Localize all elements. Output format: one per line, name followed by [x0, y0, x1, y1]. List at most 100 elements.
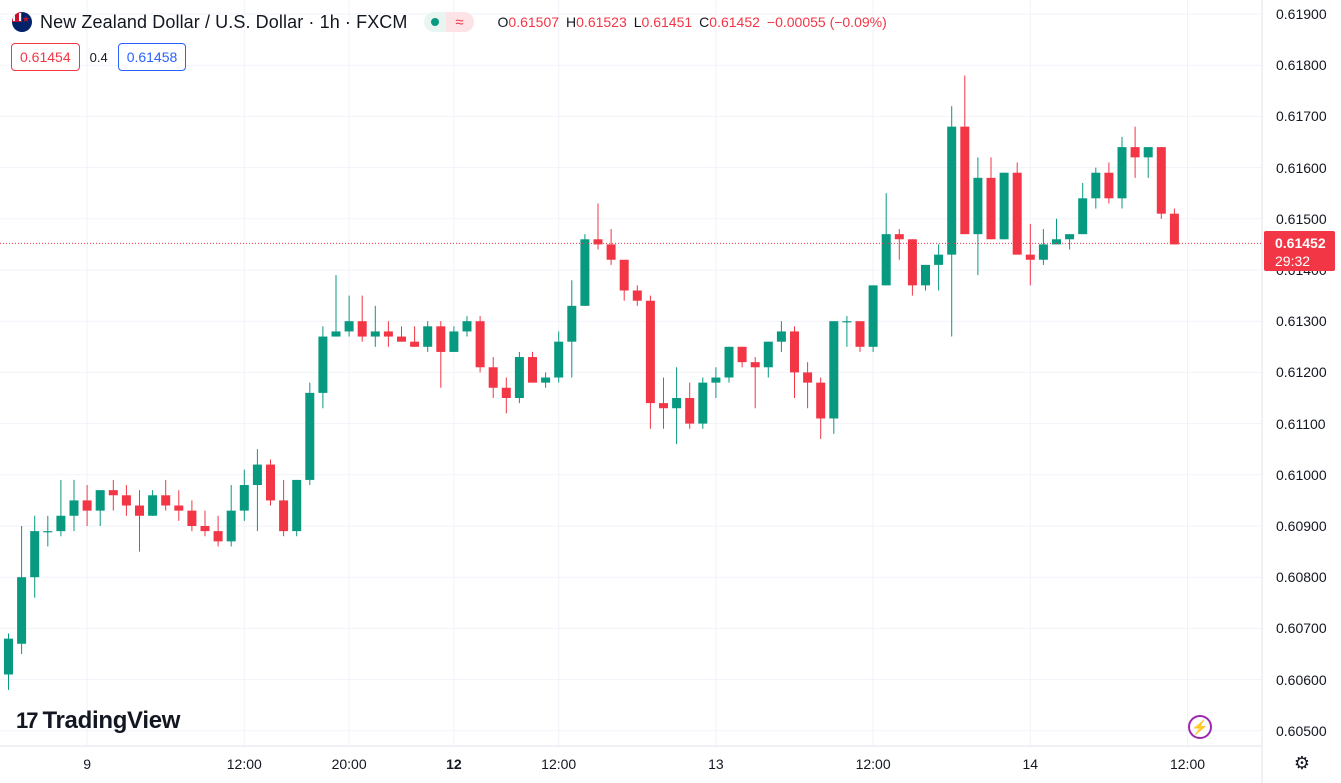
candle-body [973, 177, 983, 235]
candle-up [973, 157, 983, 276]
symbol-title[interactable]: New Zealand Dollar / U.S. Dollar · 1h · … [40, 11, 408, 32]
candle-up [881, 193, 891, 286]
candle-down [894, 229, 904, 260]
candle-body [108, 490, 118, 496]
candle-body [1052, 239, 1061, 245]
candle-up [947, 106, 957, 337]
candle-down [619, 259, 629, 301]
candle-up [226, 485, 236, 547]
candle-body [239, 485, 249, 511]
candle-up [934, 244, 944, 291]
candle-down [266, 459, 275, 506]
candle-up [69, 479, 79, 532]
candle-body [593, 239, 603, 245]
candle-body [632, 290, 642, 301]
candle-body [200, 526, 210, 532]
spread-value: 0.4 [89, 49, 108, 65]
candle-body [1143, 147, 1153, 158]
candle-up [4, 633, 13, 690]
price-tick-label: 0.61600 [1276, 159, 1327, 176]
chart-header: ★ New Zealand Dollar / U.S. Dollar · 1h … [12, 10, 887, 34]
low-value: 0.61451 [641, 14, 693, 30]
candle-up [56, 479, 66, 537]
candle-down [174, 490, 184, 521]
candle-body [960, 126, 970, 235]
candle-down [737, 346, 747, 368]
candle-body [619, 259, 629, 291]
candle-body [266, 464, 275, 501]
candle-body [292, 479, 302, 532]
candle-body [855, 321, 865, 347]
candle-up [1052, 218, 1061, 245]
tradingview-logo[interactable]: 17 TradingView [16, 707, 180, 735]
candle-body [659, 403, 668, 409]
last-price-value: 0.61452 [1275, 235, 1326, 251]
candle-down [501, 377, 511, 414]
candle-body [541, 377, 551, 383]
candle-up [1143, 147, 1153, 178]
candle-body [1156, 147, 1166, 214]
candle-body [1130, 147, 1140, 158]
candle-body [187, 510, 197, 526]
buy-button[interactable]: 0.61458 [117, 43, 187, 71]
candle-body [829, 321, 839, 419]
candle-body [174, 505, 184, 511]
candle-body [252, 464, 262, 486]
high-value: 0.61523 [576, 14, 627, 30]
candle-down [436, 321, 446, 388]
candle-up [449, 326, 459, 352]
candle-body [449, 331, 459, 352]
candle-down [855, 321, 865, 352]
candle-up [829, 321, 839, 434]
candle-body [488, 367, 498, 388]
candle-body [711, 377, 721, 383]
flash-icon[interactable]: ⚡ [1188, 715, 1212, 739]
close-value: 0.61452 [709, 14, 760, 30]
candle-down [685, 382, 695, 429]
price-tick-label: 0.60800 [1276, 569, 1327, 586]
price-tick-label: 0.61000 [1276, 466, 1327, 483]
candle-up [239, 469, 249, 521]
market-status-pill[interactable]: ≈ [423, 12, 474, 32]
time-tick-label: 12 [446, 756, 462, 772]
candle-up [763, 341, 773, 378]
candle-down [135, 490, 144, 552]
candle-up [698, 377, 708, 429]
candle-up [1117, 136, 1127, 209]
tradingview-mark-icon: 17 [16, 708, 39, 733]
candle-body [4, 638, 13, 675]
candle-body [999, 172, 1009, 240]
candle-body [737, 346, 747, 363]
candle-body [685, 398, 695, 424]
candle-body [213, 531, 223, 542]
candle-body [816, 382, 826, 419]
price-tick-label: 0.60900 [1276, 518, 1327, 534]
candle-body [1025, 254, 1035, 260]
candle-body [986, 177, 996, 240]
candle-up [331, 275, 341, 337]
candle-down [750, 357, 760, 409]
sell-button[interactable]: 0.61454 [11, 43, 80, 71]
candle-down [410, 326, 420, 347]
candle-up [43, 515, 53, 547]
candle-body [947, 126, 957, 255]
candle-up [554, 331, 564, 383]
candle-down [161, 479, 171, 511]
candle-body [331, 331, 341, 337]
candle-body [501, 387, 511, 398]
price-tick-label: 0.61700 [1276, 108, 1327, 125]
candle-body [514, 357, 524, 398]
candle-up [318, 326, 328, 409]
candle-body [842, 321, 852, 323]
candle-down [816, 377, 826, 439]
candle-up [252, 449, 262, 532]
candle-up [842, 316, 852, 347]
candle-body [1065, 234, 1075, 240]
last-price-tag: 0.61452 29:32 [1264, 231, 1335, 271]
candle-down [790, 326, 799, 398]
candle-body [69, 500, 79, 516]
candle-down [960, 75, 970, 235]
candle-down [1104, 162, 1114, 204]
gear-icon[interactable]: ⚙ [1293, 753, 1311, 773]
